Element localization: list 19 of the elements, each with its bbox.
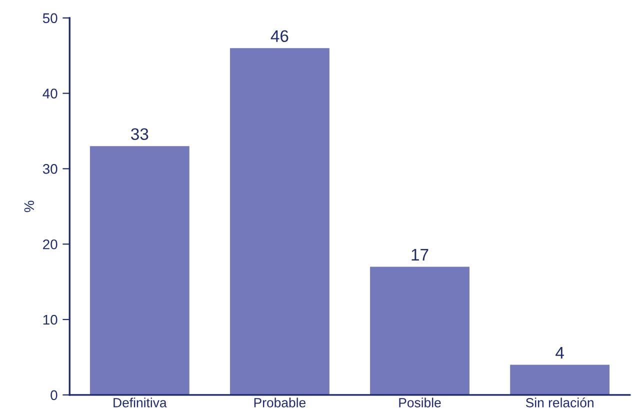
x-tick-label: Sin relación	[526, 398, 594, 408]
data-label: 46	[270, 30, 288, 42]
bar	[90, 146, 190, 395]
x-tick-label: Definitiva	[114, 398, 167, 408]
x-tick-label: Probable	[254, 398, 306, 408]
y-axis-title: %	[24, 200, 34, 212]
bar	[370, 266, 470, 395]
data-label: 4	[556, 347, 564, 359]
y-tick-label: 50	[42, 13, 58, 24]
y-tick-label: 0	[50, 390, 58, 400]
y-tick-label: 30	[42, 164, 58, 174]
y-tick-label: 10	[43, 314, 58, 325]
bar	[510, 364, 610, 395]
y-tick-label: 40	[42, 88, 58, 98]
data-label: 17	[412, 249, 428, 260]
x-tick-label: Posible	[399, 398, 441, 408]
data-label: 33	[131, 128, 148, 140]
y-tick-label: 20	[43, 239, 58, 250]
bar	[230, 48, 330, 395]
